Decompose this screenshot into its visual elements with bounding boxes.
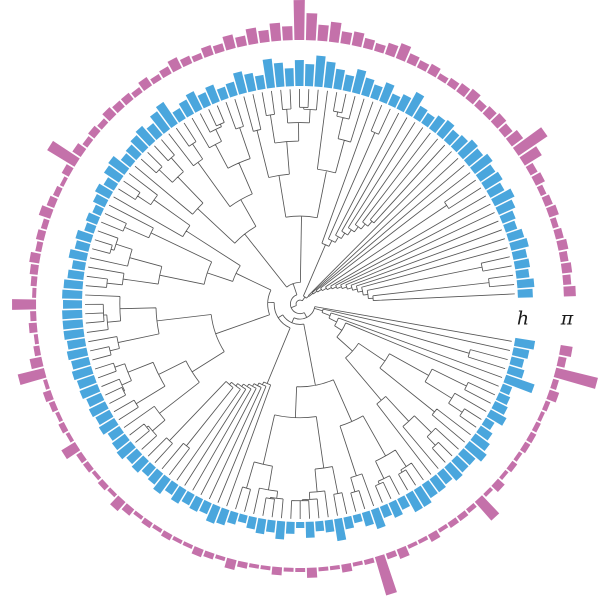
tree-branches — [84, 88, 515, 520]
h-ring-label: h — [517, 308, 529, 330]
pi-bars — [12, 0, 598, 596]
pi-ring-label: π — [560, 308, 574, 330]
dendrogram-tree — [84, 88, 515, 520]
pi-bar-ring — [12, 0, 598, 596]
